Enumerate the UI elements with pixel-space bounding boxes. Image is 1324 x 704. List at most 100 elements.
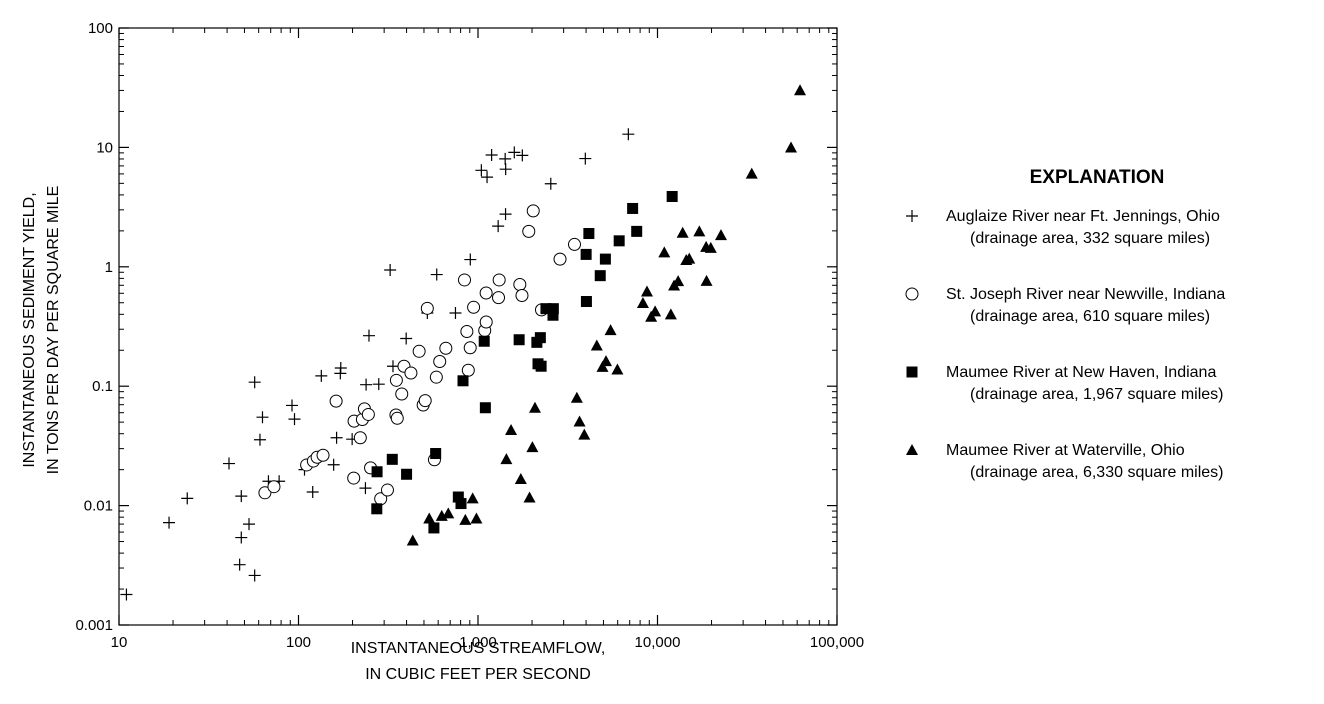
plus-point [481, 171, 494, 184]
circle-point [361, 407, 375, 421]
legend: EXPLANATION Auglaize River near Ft. Jenn… [905, 167, 1225, 481]
triangle-point [442, 507, 455, 519]
triangle-point [704, 241, 717, 253]
circle-point [347, 471, 361, 485]
square-point [580, 248, 592, 260]
circle-point [389, 373, 403, 387]
triangle-point [664, 308, 677, 320]
square-point [478, 335, 490, 347]
circle-point [418, 394, 432, 408]
triangle-point [514, 473, 527, 485]
circle-point [404, 366, 418, 380]
axis-tick-labels: 10 100 1,000 10,000 100,000 0.001 0.01 0.1 1 10 10… [75, 20, 864, 651]
plus-point [362, 329, 375, 342]
x-tick-label: 100,000 [810, 634, 864, 651]
legend-marker-square [906, 366, 918, 378]
triangle-point [452, 491, 465, 503]
plus-point [235, 531, 248, 544]
y-tick-label: 1 [105, 259, 113, 276]
plus-point [181, 492, 194, 505]
legend-title: EXPLANATION [1030, 167, 1165, 188]
square-point [371, 466, 383, 478]
legend-series-name: Auglaize River near Ft. Jennings, Ohio [946, 208, 1220, 225]
axis-ticks [118, 27, 838, 626]
plus-point [622, 128, 635, 141]
triangle-point [611, 363, 624, 375]
square-point [613, 235, 625, 247]
plus-point [120, 588, 133, 601]
triangle-point [590, 339, 603, 351]
triangle-point [578, 428, 591, 440]
plus-point [430, 268, 443, 281]
triangle-point [573, 415, 586, 427]
square-point [455, 498, 467, 510]
plus-point [286, 399, 298, 412]
square-point [386, 453, 398, 465]
circle-point [526, 204, 540, 218]
circle-point [522, 224, 536, 238]
plus-point [327, 458, 340, 471]
square-point [401, 468, 413, 480]
data-points [120, 84, 807, 601]
x-tick-label: 1,000 [459, 634, 497, 651]
triangle-point [528, 401, 541, 413]
y-tick-label: 100 [88, 20, 113, 37]
square-point [580, 296, 592, 308]
triangle-point [500, 453, 513, 465]
legend-series-subtitle: (drainage area, 1,967 square miles) [970, 386, 1223, 403]
circle-point [479, 315, 493, 329]
square-point [547, 309, 559, 321]
plus-point [386, 360, 399, 373]
circle-point [515, 288, 529, 302]
plus-point [485, 148, 498, 161]
plus-point [516, 149, 529, 162]
x-tick-label: 10,000 [635, 634, 681, 651]
triangle-point [466, 492, 479, 504]
plus-point [360, 378, 373, 391]
plus-point [492, 220, 505, 233]
triangle-point [596, 360, 609, 372]
legend-marker-plus [906, 210, 918, 222]
plus-point [233, 558, 246, 571]
circle-point [329, 394, 343, 408]
triangle-point [523, 491, 536, 503]
legend-marker-triangle [906, 444, 918, 455]
plus-point [248, 569, 261, 582]
triangle-point [794, 84, 807, 96]
circle-point [353, 431, 367, 445]
plus-point [499, 152, 512, 165]
circle-point [461, 363, 475, 377]
plus-point [475, 164, 488, 177]
plus-point [306, 485, 319, 498]
triangle-point [649, 305, 662, 317]
circle-point [258, 486, 272, 500]
legend-item: St. Joseph River near Newville, Indiana (… [905, 286, 1225, 325]
y-tick-label: 10 [96, 139, 113, 156]
circle-point [460, 325, 474, 339]
plot-area-border [118, 27, 838, 626]
legend-item: Auglaize River near Ft. Jennings, Ohio (d… [906, 208, 1220, 247]
triangle-point [636, 297, 649, 309]
triangle-point [640, 285, 653, 297]
circle-point [463, 341, 477, 355]
triangle-point [570, 391, 583, 403]
circle-point [553, 252, 567, 266]
x-axis-title-line-2: IN CUBIC FEET PER SECOND [365, 666, 591, 683]
triangle-point [423, 512, 436, 524]
plus-point [464, 253, 477, 266]
circle-point [458, 273, 472, 287]
plot-frame [118, 27, 838, 626]
circle-point [439, 341, 453, 355]
circle-point [390, 411, 404, 425]
circle-point [492, 291, 506, 305]
legend-series-subtitle: (drainage area, 332 square miles) [970, 230, 1210, 247]
circle-point [492, 273, 506, 287]
legend-series-name: Maumee River at Waterville, Ohio [946, 442, 1185, 459]
square-point [513, 334, 525, 346]
square-point [547, 303, 559, 315]
circle-point [513, 277, 527, 291]
square-point [535, 360, 547, 372]
square-point [457, 375, 469, 387]
square-point [583, 228, 595, 240]
